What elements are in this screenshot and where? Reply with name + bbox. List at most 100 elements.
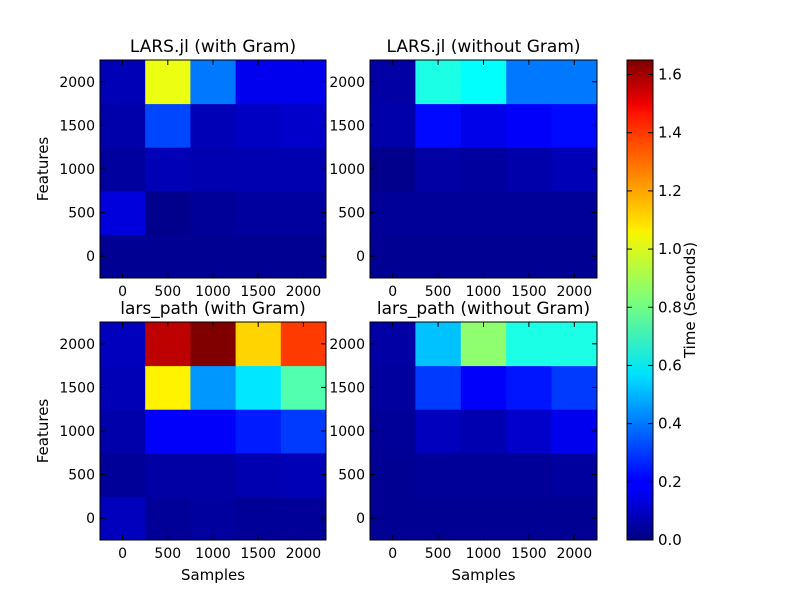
heatmap-cell <box>370 452 416 497</box>
heatmap-cell <box>415 452 462 497</box>
heatmap-cell <box>145 409 191 454</box>
x-tick-label: 0 <box>118 284 127 300</box>
heatmap-cell <box>280 103 327 148</box>
heatmap-cell <box>460 409 507 454</box>
heatmap-cell <box>280 496 327 541</box>
colorbar-label: Time (Seconds) <box>681 242 699 359</box>
x-tick-label: 1000 <box>466 284 502 300</box>
colorbar-tick-label: 0.4 <box>658 415 682 433</box>
x-tick-label: 500 <box>154 284 181 300</box>
heatmap-cell <box>415 103 462 148</box>
heatmap-cell <box>460 496 507 541</box>
panel-title: LARS.jl (with Gram) <box>130 37 296 57</box>
heatmap-cell <box>370 409 416 454</box>
y-tick-label: 1500 <box>329 380 365 396</box>
heatmap-cell <box>460 452 507 497</box>
heatmap-cell <box>100 190 146 235</box>
colorbar-tick-label: 1.4 <box>658 124 682 142</box>
heatmap-cell <box>370 147 416 192</box>
y-axis-label: Features <box>34 399 52 464</box>
x-tick-label: 0 <box>118 546 127 562</box>
y-tick-label: 2000 <box>329 75 365 91</box>
heatmap-cell <box>190 496 237 541</box>
heatmap-cell <box>506 496 553 541</box>
heatmap-cell <box>190 190 237 235</box>
heatmap-cell <box>280 60 327 105</box>
colorbar-tick-label: 0.8 <box>658 298 682 316</box>
heatmap-cell <box>460 147 507 192</box>
heatmap-cell <box>551 322 598 367</box>
heatmap-panel-2: LARS.jl (without Gram) 0 500 1000 1500 2000 0 5… <box>329 37 598 300</box>
x-tick-label: 1000 <box>195 284 231 300</box>
x-tick-label: 500 <box>425 546 452 562</box>
y-tick-label: 1000 <box>59 162 95 178</box>
heatmap-cell <box>100 147 146 192</box>
y-tick-label: 2000 <box>329 337 365 353</box>
panel-title: lars_path (without Gram) <box>377 299 590 319</box>
heatmap-cell <box>145 496 191 541</box>
heatmap-cell <box>551 496 598 541</box>
heatmap-cell <box>506 190 553 235</box>
heatmap-cell <box>190 103 237 148</box>
heatmap-cell <box>235 234 282 279</box>
y-tick-label: 0 <box>86 249 95 265</box>
heatmap-cell <box>460 365 507 410</box>
heatmap-panel-3: lars_path (with Gram) 0 500 1000 1500 2000 0 50… <box>34 299 327 584</box>
heatmap-cell <box>280 147 327 192</box>
heatmap-cell <box>145 190 191 235</box>
y-tick-label: 0 <box>86 511 95 527</box>
heatmap-cell <box>415 234 462 279</box>
heatmap-cell <box>280 365 327 410</box>
heatmap-cell <box>460 322 507 367</box>
heatmap-cell <box>100 496 146 541</box>
heatmap-cell <box>460 60 507 105</box>
heatmap-cell <box>145 234 191 279</box>
y-tick-label: 1500 <box>59 380 95 396</box>
heatmap-cell <box>506 60 553 105</box>
y-tick-label: 1000 <box>329 162 365 178</box>
heatmap-cell <box>551 234 598 279</box>
x-tick-label: 2000 <box>286 284 322 300</box>
heatmap-cell <box>551 103 598 148</box>
x-tick-label: 1500 <box>240 546 276 562</box>
heatmap-cell <box>460 190 507 235</box>
heatmap-cell <box>370 234 416 279</box>
heatmap-cell <box>551 60 598 105</box>
heatmap-cell <box>145 365 191 410</box>
heatmap-panel-4: lars_path (without Gram) 0 500 1000 1500 2000… <box>329 299 598 584</box>
y-tick-label: 1000 <box>329 424 365 440</box>
x-tick-label: 500 <box>154 546 181 562</box>
colorbar-tick-label: 1.0 <box>658 240 682 258</box>
y-tick-label: 2000 <box>59 75 95 91</box>
heatmap-cell <box>370 365 416 410</box>
y-tick-label: 1000 <box>59 424 95 440</box>
heatmap-cell <box>100 365 146 410</box>
heatmap-cell <box>190 452 237 497</box>
x-axis-label: Samples <box>181 566 245 584</box>
heatmap-cell <box>145 60 191 105</box>
colorbar-gradient <box>626 59 654 541</box>
heatmap-cell <box>235 322 282 367</box>
x-tick-label: 1500 <box>511 546 547 562</box>
colorbar-tick-label: 0.2 <box>658 473 682 491</box>
heatmap-cell <box>551 365 598 410</box>
heatmap-cell <box>415 147 462 192</box>
panel-title: LARS.jl (without Gram) <box>386 37 580 57</box>
heatmap-cell <box>235 103 282 148</box>
heatmap-cell <box>415 322 462 367</box>
heatmap-cell <box>370 322 416 367</box>
y-axis-label: Features <box>34 137 52 202</box>
heatmap-cell <box>370 190 416 235</box>
y-tick-label: 1500 <box>329 118 365 134</box>
heatmap-panel-1: LARS.jl (with Gram) 0 500 1000 1500 2000 0 500 1… <box>34 37 327 300</box>
heatmap-cell <box>551 452 598 497</box>
heatmap-cell <box>100 409 146 454</box>
heatmap-cell <box>280 190 327 235</box>
heatmap-cell <box>506 365 553 410</box>
colorbar-tick-label: 0.6 <box>658 356 682 374</box>
heatmap-cell <box>415 60 462 105</box>
heatmap-cell <box>235 496 282 541</box>
x-tick-label: 1500 <box>511 284 547 300</box>
x-tick-label: 0 <box>388 284 397 300</box>
